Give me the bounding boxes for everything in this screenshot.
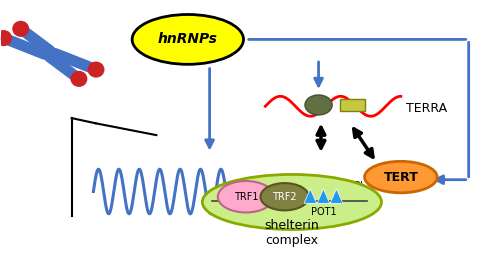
Text: 5': 5' xyxy=(284,209,295,219)
Text: TERT: TERT xyxy=(383,171,418,184)
Ellipse shape xyxy=(218,181,274,213)
Polygon shape xyxy=(317,189,330,203)
Text: TRF1: TRF1 xyxy=(234,192,258,202)
Text: TRF2: TRF2 xyxy=(272,192,297,202)
Ellipse shape xyxy=(132,15,244,64)
Text: shelterin
complex: shelterin complex xyxy=(264,219,319,246)
Ellipse shape xyxy=(365,161,437,193)
Polygon shape xyxy=(304,189,317,203)
Text: hnRNPs: hnRNPs xyxy=(158,32,218,46)
Ellipse shape xyxy=(88,62,104,77)
Text: TERRA: TERRA xyxy=(406,102,447,115)
FancyBboxPatch shape xyxy=(340,99,365,111)
Ellipse shape xyxy=(202,174,381,229)
Ellipse shape xyxy=(305,95,332,115)
Ellipse shape xyxy=(38,47,62,60)
Ellipse shape xyxy=(13,21,28,36)
Ellipse shape xyxy=(0,31,11,45)
Polygon shape xyxy=(330,189,343,203)
Text: POT1: POT1 xyxy=(311,207,336,217)
Ellipse shape xyxy=(261,183,309,210)
Ellipse shape xyxy=(71,72,87,86)
Text: 3': 3' xyxy=(354,181,364,191)
